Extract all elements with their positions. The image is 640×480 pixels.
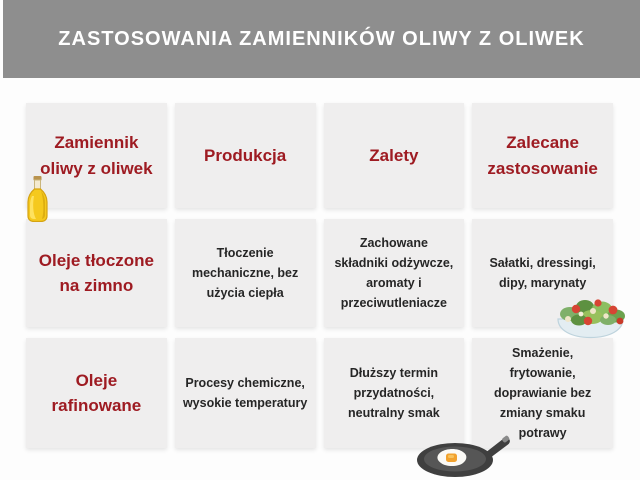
column-header-zalety: Zalety (323, 103, 465, 208)
oil-bottle-icon (27, 176, 48, 222)
page-title: ZASTOSOWANIA ZAMIENNIKÓW OLIWY Z OLIWEK (58, 27, 585, 50)
row-label: Oleje tłoczone na zimno (38, 250, 154, 296)
cell-text: Tłoczenie mechaniczne, bez użycia ciepła (191, 246, 299, 300)
row-label: Oleje rafinowane (51, 370, 142, 416)
column-header-produkcja: Produkcja (174, 103, 316, 208)
column-header-label: Zalecane zastosowanie (487, 133, 598, 178)
cell-cold-pressed-zalety: Zachowane składniki odżywcze, aromaty i … (323, 219, 465, 327)
column-header-label: Zamiennik oliwy z oliwek (40, 133, 153, 178)
title-band: ZASTOSOWANIA ZAMIENNIKÓW OLIWY Z OLIWEK (3, 0, 640, 78)
cell-text: Sałatki, dressingi, dipy, marynaty (489, 256, 596, 290)
row-label-cold-pressed: Oleje tłoczone na zimno (26, 219, 167, 327)
frying-pan-icon (417, 435, 510, 477)
salad-bowl-icon (557, 299, 625, 339)
cell-text: Dłuższy termin przydatności, neutralny s… (348, 366, 440, 420)
cell-text: Zachowane składniki odżywcze, aromaty i … (334, 236, 454, 310)
cell-refined-zastosowanie: Smażenie, frytowanie, doprawianie bez zm… (472, 338, 613, 448)
cell-text: Smażenie, frytowanie, doprawianie bez zm… (494, 346, 592, 440)
column-header-zastosowanie: Zalecane zastosowanie (472, 103, 613, 208)
cell-refined-zalety: Dłuższy termin przydatności, neutralny s… (323, 338, 465, 448)
column-header-zamiennik: Zamiennik oliwy z oliwek (26, 103, 167, 208)
row-label-refined: Oleje rafinowane (26, 338, 167, 448)
substitutes-table: Zamiennik oliwy z oliwek Produkcja Zalet… (26, 103, 613, 448)
cell-text: Procesy chemiczne, wysokie temperatury (182, 376, 308, 410)
cell-cold-pressed-produkcja: Tłoczenie mechaniczne, bez użycia ciepła (174, 219, 316, 327)
column-header-label: Zalety (369, 145, 419, 165)
column-header-label: Produkcja (204, 145, 287, 165)
cell-refined-produkcja: Procesy chemiczne, wysokie temperatury (174, 338, 316, 448)
